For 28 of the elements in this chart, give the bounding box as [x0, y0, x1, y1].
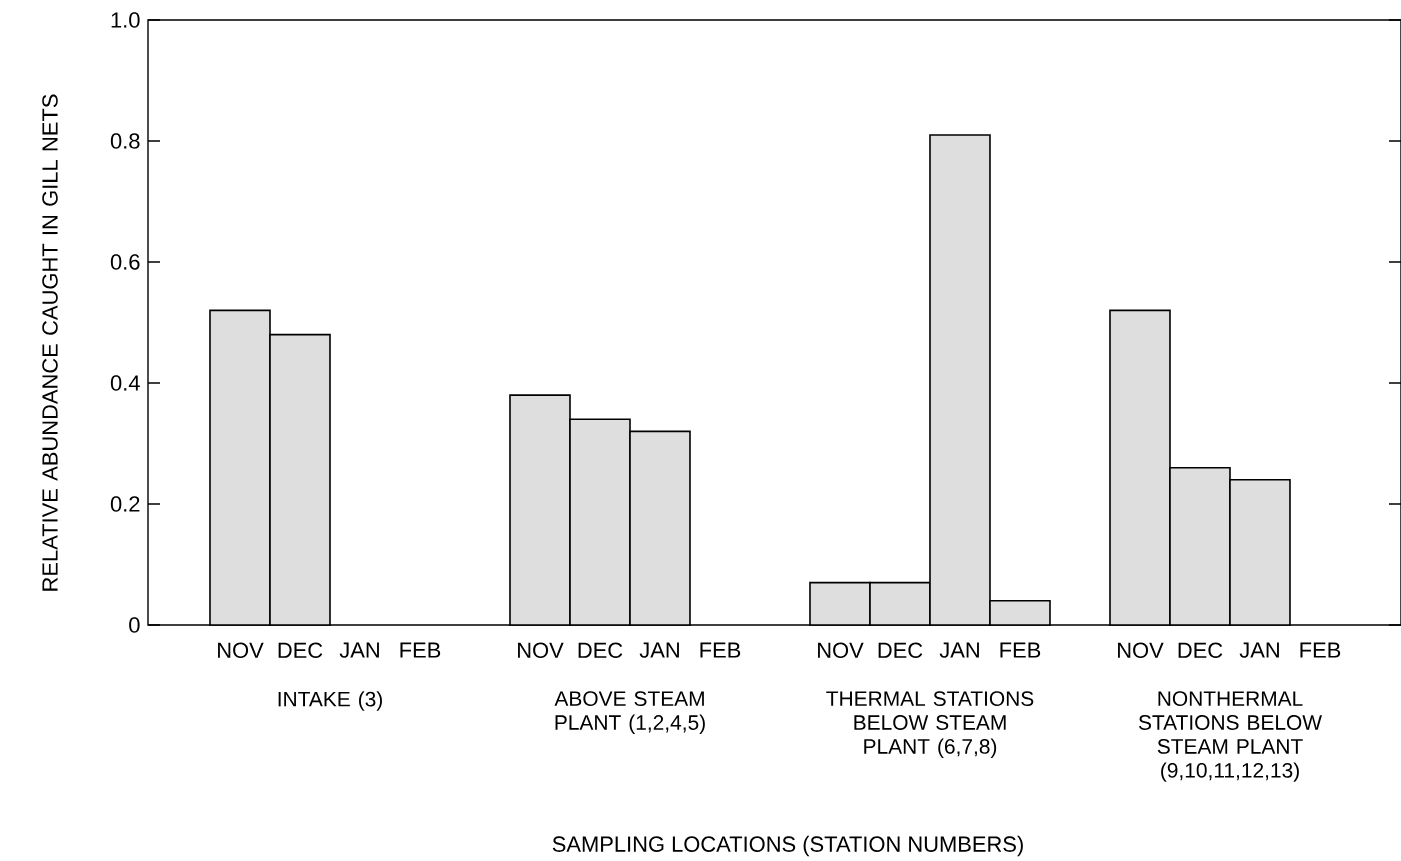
y-tick-label: 0.8 [110, 133, 140, 149]
x-tick-label: FEB [400, 642, 441, 658]
x-tick-label: NOV [518, 642, 564, 659]
y-tick-label: 0.2 [110, 496, 140, 512]
x-tick-label: DEC [578, 642, 623, 659]
x-tick-label: JAN [339, 642, 379, 658]
x-tick-label: JAN [1239, 642, 1279, 658]
x-tick-label: FEB [700, 642, 741, 658]
x-tick-label: NOV [818, 642, 864, 659]
x-tick-label: FEB [1300, 642, 1341, 658]
y-tick-label: 0.4 [110, 375, 140, 391]
x-tick-label: NOV [1118, 642, 1164, 659]
y-tick-label: 0 [129, 617, 140, 633]
x-tick-label: JAN [639, 642, 679, 658]
x-tick-label: JAN [939, 642, 979, 658]
y-tick-label: 0.6 [110, 254, 140, 270]
x-tick-label: DEC [278, 642, 323, 659]
text: NONTHERMAL STATIONS BELOW STEAM PLANT (9,10,11,12,13) [1138, 691, 1322, 782]
text: ABOVE STEAM PLANT (1,2,4,5) [554, 691, 705, 735]
x-tick-label: DEC [1178, 642, 1223, 659]
x-tick-label: NOV [218, 642, 264, 659]
text: INTAKE (3) [278, 691, 382, 711]
x-tick-label: FEB [1000, 642, 1041, 658]
x-tick-label: DEC [878, 642, 923, 659]
y-tick-label: 1.0 [111, 12, 140, 28]
text: THERMAL STATIONS BELOW STEAM PLANT (6,7,8) [826, 691, 1034, 758]
text: SAMPLING LOCATIONS (STATION NUMBERS) [552, 835, 1023, 857]
y-axis-title: RELATIVE ABUNDANCE CAUGHT IN GILL NETS [42, 94, 58, 591]
